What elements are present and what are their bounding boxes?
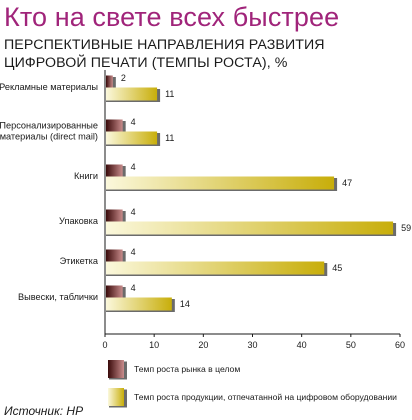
value-labels: 2 11 4 11 4 47 4 59 4 45 4 14 [121, 73, 411, 309]
bar-market-0 [106, 75, 113, 89]
source-note: Источник: HP [4, 404, 84, 418]
bar-market-3 [106, 209, 123, 223]
value-label-market: 2 [121, 73, 126, 83]
x-tick-label: 10 [149, 340, 159, 350]
category-labels: Рекламные материалы Персонализированные ма… [0, 82, 99, 302]
category-label: Персонализированные материалы (direct mai… [0, 121, 98, 142]
x-tick-label: 60 [395, 340, 405, 350]
bar-market-2 [106, 164, 123, 178]
bar-digital-2 [106, 176, 335, 190]
value-label-digital: 14 [180, 299, 190, 309]
value-label-market: 4 [131, 207, 136, 217]
headline: Кто на свете всех быстрее [4, 2, 340, 32]
x-tick-labels: 0 10 20 30 40 50 60 [102, 334, 405, 350]
value-label-digital: 59 [401, 223, 411, 233]
x-tick-label: 30 [247, 340, 257, 350]
value-label-market: 4 [131, 162, 136, 172]
legend: Темп роста рынка в целом Темп роста проду… [108, 360, 397, 408]
axes [104, 70, 400, 335]
value-label-market: 4 [131, 247, 136, 257]
bar-digital-4 [106, 261, 325, 275]
bar-market-1 [106, 119, 123, 133]
legend-swatch-market [108, 360, 124, 378]
value-label-market: 4 [131, 117, 136, 127]
bar-digital-1 [106, 131, 158, 145]
bar-market-4 [106, 249, 123, 263]
legend-swatch-digital [108, 388, 124, 406]
category-label: Этикетка [60, 256, 99, 266]
category-label: Книги [74, 171, 98, 181]
bar-digital-0 [106, 87, 158, 101]
value-label-digital: 11 [165, 133, 174, 143]
bar-market-5 [106, 285, 123, 299]
category-label: Рекламные материалы [0, 82, 98, 92]
category-label: Упаковка [59, 216, 99, 226]
bar-digital-5 [106, 297, 172, 311]
x-tick-label: 50 [346, 340, 356, 350]
x-tick-label: 0 [102, 340, 107, 350]
chart-title: ПЕРСПЕКТИВНЫЕ НАПРАВЛЕНИЯ РАЗВИТИЯ ЦИФРО… [4, 37, 325, 71]
value-label-digital: 11 [165, 89, 174, 99]
category-label: Вывески, таблички [18, 292, 98, 302]
value-label-digital: 45 [332, 263, 342, 273]
bars [106, 75, 397, 312]
legend-label-digital: Темп роста продукции, отпечатанной на ци… [134, 392, 397, 402]
bar-digital-3 [106, 221, 394, 235]
value-label-digital: 47 [342, 178, 352, 188]
legend-label-market: Темп роста рынка в целом [134, 364, 240, 374]
x-tick-label: 40 [297, 340, 307, 350]
x-tick-label: 20 [198, 340, 208, 350]
value-label-market: 4 [131, 283, 136, 293]
